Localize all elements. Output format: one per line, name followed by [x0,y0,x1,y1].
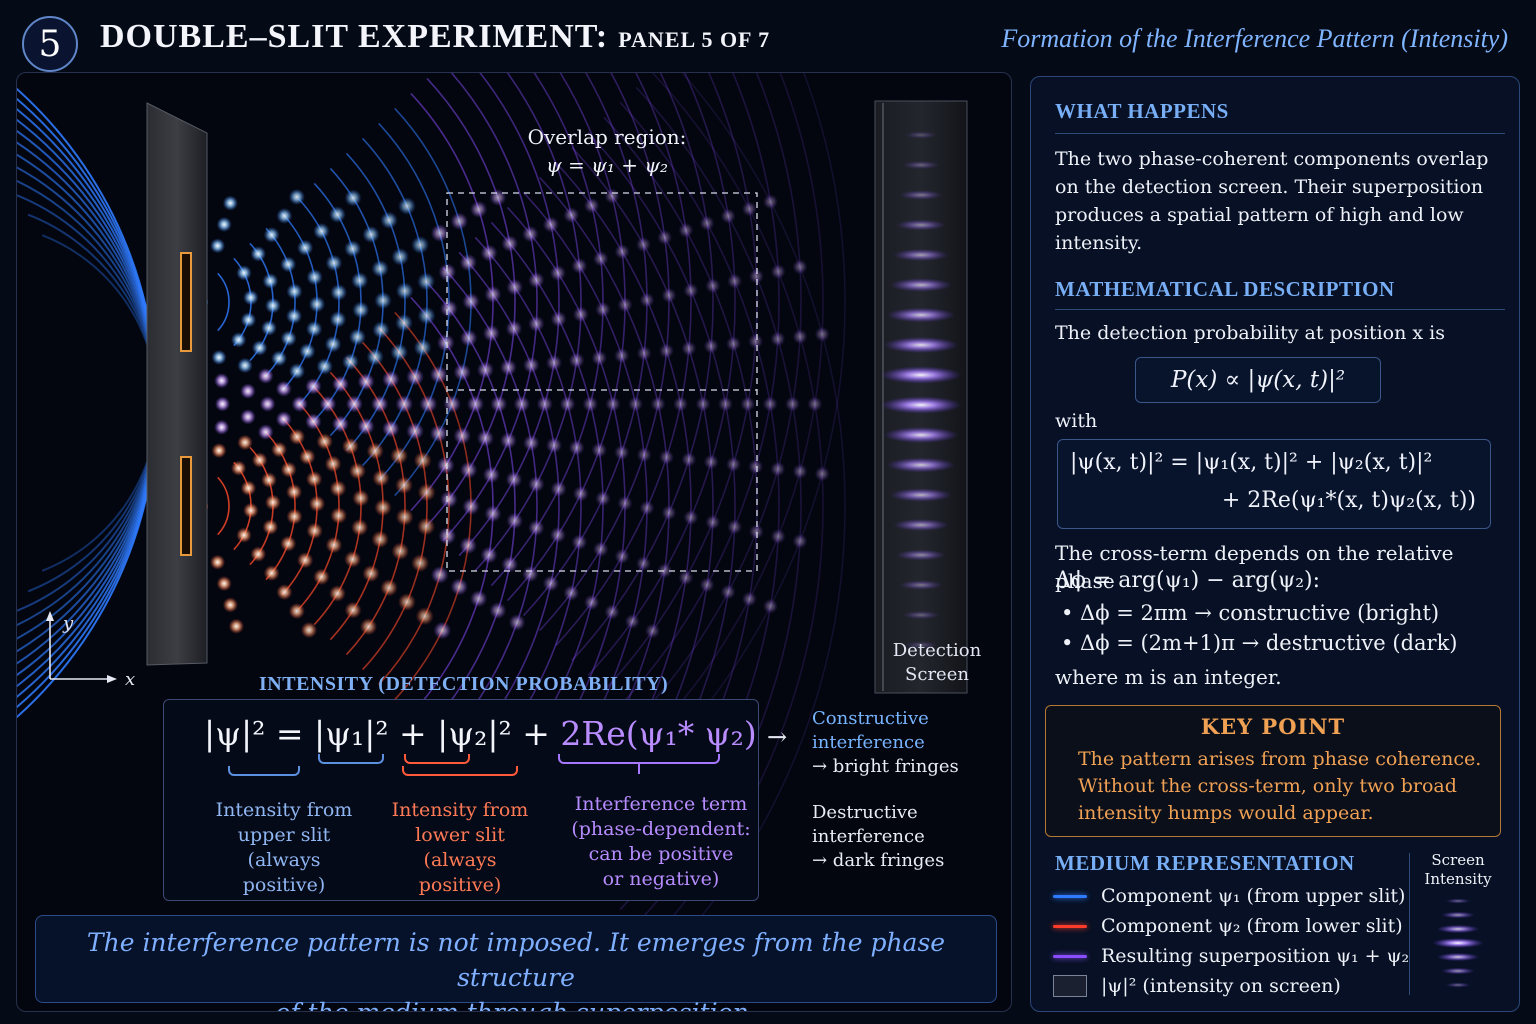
brace-cross [558,754,720,764]
page-title: DOUBLE–SLIT EXPERIMENT: PANEL 5 OF 7 [100,18,770,56]
cross-term-intro-1: The cross-term depends on the relative p… [1055,541,1454,593]
wave-scene [17,73,968,956]
axis-x-label: x [125,669,136,690]
brace-upper-small [318,754,384,764]
screen-intensity-mini [1432,898,1484,988]
constructive-note: Constructive interference → bright fring… [812,708,959,777]
destructive-note: Destructive interference → dark fringes [812,802,945,871]
math-outro: where m is an integer. [1055,665,1282,689]
what-happens-text: The two phase-coherent components overla… [1055,148,1489,254]
lower-slit-explanation: Intensity from lower slit (always positi… [391,799,529,896]
detection-screen-label: Detection Screen [892,640,982,685]
key-point-heading: KEY POINT [1200,714,1346,739]
diagram-panel: Overlap region: ψ = ψ₁ + ψ₂ Detection Sc… [16,72,1012,1012]
brace-lower [402,766,518,776]
key-point-text: The pattern arises from phase coherence.… [1078,748,1482,824]
overlap-region-box [446,192,758,572]
intensity-heading: INTENSITY (DETECTION PROBABILITY) [259,673,669,695]
probability-formula: P(x) ∝ |ψ(x, t)|² [1135,357,1381,403]
legend-intensity: |ψ|² (intensity on screen) [1053,971,1341,1001]
panel-number-badge: 5 [22,16,78,72]
bullet-constructive: • Δϕ = 2πm → constructive (bright) [1061,601,1440,625]
incident-wavefronts [17,87,159,719]
sidebar: WHAT HAPPENS The two phase-coherent comp… [1030,76,1520,1012]
legend-upper-swatch [1053,894,1087,898]
legend-intensity-swatch [1053,975,1087,997]
interference-term-explanation: Interference term (phase-dependent: can … [571,793,751,890]
cross-term-intro-2: Δϕ = arg(ψ₁) − arg(ψ₂): [1055,568,1321,593]
panel-label: PANEL 5 OF 7 [618,27,771,52]
upper-slit-explanation: Intensity from upper slit (always positi… [215,799,353,896]
expanded-formula: |ψ(x, t)|² = |ψ₁(x, t)|² + |ψ₂(x, t)|² +… [1057,439,1491,529]
legend-lower: Component ψ₂ (from lower slit) [1053,911,1403,941]
medium-heading: MEDIUM REPRESENTATION [1055,851,1355,875]
upper-slit [180,252,192,352]
brace-upper [228,766,300,776]
math-heading: MATHEMATICAL DESCRIPTION [1055,277,1395,301]
key-point-box: KEY POINT The pattern arises from phase … [1045,705,1501,837]
arrow-right-icon: → [767,723,788,751]
xy-axes [46,611,117,683]
screen-fringes [880,131,962,649]
intensity-formula: |ψ|² = |ψ₁|² + |ψ₂|² + 2Re(ψ₁* ψ₂) [204,714,757,753]
bullet-destructive: • Δϕ = (2m+1)π → destructive (dark) [1061,631,1458,655]
panel-number: 5 [38,23,62,65]
bottom-note: The interference pattern is not imposed.… [35,915,997,1011]
axis-y-label: y [63,613,74,634]
legend-superposition: Resulting superposition ψ₁ + ψ₂ [1053,941,1409,971]
page-subtitle: Formation of the Interference Pattern (I… [1001,24,1508,53]
legend-superposition-swatch [1053,954,1087,958]
legend-lower-swatch [1053,924,1087,928]
title-text: DOUBLE–SLIT EXPERIMENT: [100,18,609,55]
what-happens-heading: WHAT HAPPENS [1055,99,1229,123]
intensity-formula-box: |ψ|² = |ψ₁|² + |ψ₂|² + 2Re(ψ₁* ψ₂) Inten… [163,699,759,901]
math-with: with [1055,410,1098,432]
overlap-label: Overlap region: ψ = ψ₁ + ψ₂ [527,125,687,177]
lower-slit [180,456,192,556]
legend-upper: Component ψ₁ (from upper slit) [1053,881,1405,911]
interference-nodes [210,188,830,640]
brace-lower-small [404,754,470,764]
math-intro: The detection probability at position x … [1055,322,1445,344]
screen-intensity-label: Screen Intensity [1424,851,1492,888]
slit-barrier [146,102,208,666]
